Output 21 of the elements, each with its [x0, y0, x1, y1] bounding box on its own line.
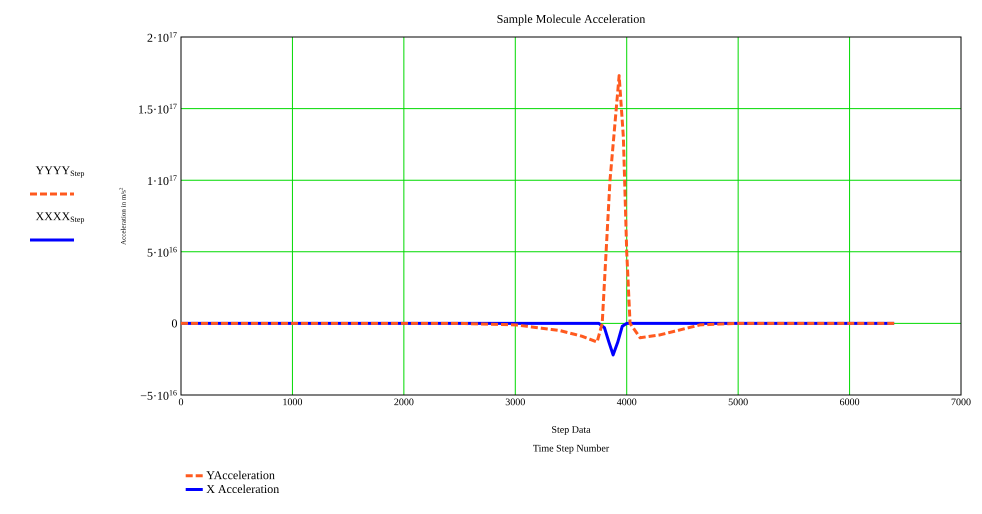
x-tick-label: 0	[178, 398, 184, 406]
chart-title: Sample Molecule Acceleration	[498, 14, 646, 26]
y-tick-label: 0	[172, 319, 178, 328]
x-tick-label: 6000	[840, 398, 860, 406]
x-tick-label: 2000	[394, 398, 414, 406]
legend-label: X Acceleration	[206, 484, 280, 494]
x-axis-title: Step Data	[552, 426, 590, 435]
y-tick-label: 1·10$^{17}$	[148, 175, 177, 186]
legend-label: YAcceleration	[206, 470, 275, 480]
text: Time Step Number	[533, 444, 610, 454]
x-tick-label: 5000	[728, 398, 748, 406]
y-tick-label: 5·10$^{16}$	[148, 246, 177, 257]
x-tick-label: 7000	[952, 398, 971, 406]
x-tick-label: 1000	[283, 398, 302, 406]
text: YYYY$_{Step}$	[36, 166, 84, 178]
y-tick-label: 1.5·10$^{17}$	[139, 104, 177, 114]
text: XXXX$_{Step}$	[36, 212, 84, 224]
y-tick-label: −5·10$^{16}$	[140, 390, 177, 400]
y-tick-label: 2·10$^{17}$	[148, 32, 177, 42]
x-tick-label: 4000	[616, 398, 636, 406]
x-tick-label: 3000	[506, 398, 525, 406]
